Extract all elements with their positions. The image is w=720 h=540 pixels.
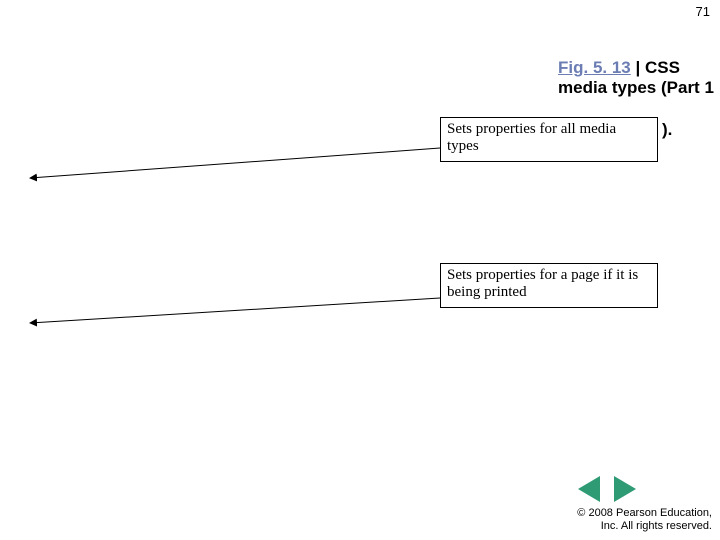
nav-buttons [578, 476, 636, 502]
callout-all-media: Sets properties for all media types [440, 117, 658, 162]
figure-link[interactable]: Fig. 5. 13 [558, 58, 631, 77]
prev-button[interactable] [578, 476, 600, 502]
copyright: © 2008 Pearson Education, Inc. All right… [577, 507, 712, 535]
page-number: 71 [696, 4, 710, 19]
figure-caption: Fig. 5. 13 | CSS media types (Part 1 [558, 58, 718, 99]
arrow-line [30, 148, 440, 178]
copyright-line2: Inc. All rights reserved. [601, 520, 712, 532]
callout-text: Sets properties for a page if it is bein… [447, 267, 638, 300]
copyright-line1: © 2008 Pearson Education, [577, 507, 712, 519]
callout-text: Sets properties for all media types [447, 121, 616, 154]
next-button[interactable] [614, 476, 636, 502]
callout-print-media: Sets properties for a page if it is bein… [440, 263, 658, 308]
caption-separator: | [631, 58, 645, 77]
caption-overflow-paren: ). [662, 120, 672, 140]
arrow-line [30, 298, 440, 323]
